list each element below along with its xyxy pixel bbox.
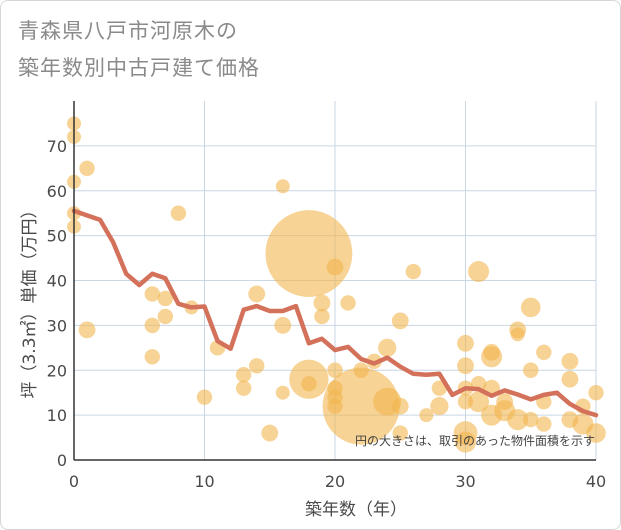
data-bubble [468, 261, 490, 283]
y-tick-label: 0 [57, 451, 67, 470]
data-bubble [536, 344, 552, 360]
data-bubble [392, 425, 408, 441]
axes [73, 101, 596, 461]
x-tick-label: 10 [194, 472, 214, 491]
data-bubble [520, 297, 541, 318]
data-bubble [196, 389, 213, 405]
data-bubble [79, 160, 95, 177]
data-bubble [588, 384, 604, 401]
data-bubble [430, 397, 449, 416]
chart-title-line-2: 築年数別中古戸建て価格 [18, 56, 260, 80]
data-bubble [340, 295, 356, 311]
data-bubble [419, 408, 434, 423]
data-bubble [275, 179, 290, 194]
data-bubble [265, 210, 353, 297]
x-tick-label: 0 [69, 472, 79, 491]
scatter-bubbles [67, 116, 606, 453]
data-bubble [468, 391, 490, 413]
data-bubble [314, 308, 330, 325]
data-bubble [481, 346, 503, 368]
data-bubble [313, 294, 331, 312]
data-bubble [391, 397, 409, 415]
chart-title-line-1: 青森県八戸市河原木の [18, 19, 238, 43]
data-bubble [248, 285, 266, 303]
data-bubble [536, 416, 552, 432]
data-bubble [507, 409, 529, 431]
bubble-size-note: 円の大きさは、取引のあった物件面積を示す [355, 433, 595, 448]
tick-labels: 0 10 20 30 40 50 60 70 0 10 20 30 40 [47, 137, 607, 491]
y-tick-label: 40 [47, 272, 67, 291]
y-tick-label: 10 [47, 406, 67, 425]
y-tick-label: 60 [47, 182, 67, 201]
data-bubble [561, 370, 579, 388]
data-bubble [457, 357, 474, 375]
data-bubble [378, 338, 397, 357]
data-bubble [586, 423, 606, 443]
data-bubble [455, 431, 476, 453]
data-bubble [301, 376, 317, 392]
data-bubble [261, 424, 279, 442]
data-bubble [327, 362, 343, 378]
data-bubble [274, 316, 292, 334]
y-tick-label: 30 [47, 316, 67, 335]
data-bubble [235, 380, 252, 396]
y-tick-label: 20 [47, 361, 67, 380]
data-bubble [144, 286, 160, 302]
data-bubble [157, 290, 174, 307]
data-bubble [78, 321, 96, 339]
data-bubble [431, 380, 448, 396]
data-bubble [157, 308, 174, 325]
y-tick-label: 70 [47, 137, 67, 156]
data-bubble [249, 358, 265, 374]
data-bubble [510, 327, 525, 342]
data-bubble [523, 362, 539, 378]
data-bubble [144, 349, 160, 365]
data-bubble [275, 385, 290, 400]
x-axis-label: 築年数（年） [305, 500, 407, 520]
data-bubble [170, 205, 187, 221]
data-bubble [457, 334, 474, 352]
data-bubble [391, 312, 409, 330]
chart-title: 青森県八戸市河原木の 築年数別中古戸建て価格 [18, 13, 260, 87]
data-bubble [561, 352, 579, 370]
y-tick-label: 50 [47, 227, 67, 246]
average-price-line [71, 208, 599, 418]
data-bubble [405, 263, 421, 280]
x-tick-label: 30 [455, 472, 475, 491]
x-tick-label: 20 [325, 472, 345, 491]
x-tick-label: 40 [586, 472, 606, 491]
y-axis-label: 坪（3.3㎡）単価（万円） [20, 201, 40, 398]
data-bubble [523, 411, 539, 428]
data-bubble [322, 367, 400, 445]
data-bubble [235, 367, 252, 383]
data-bubble [144, 317, 160, 334]
data-bubble [326, 258, 344, 276]
